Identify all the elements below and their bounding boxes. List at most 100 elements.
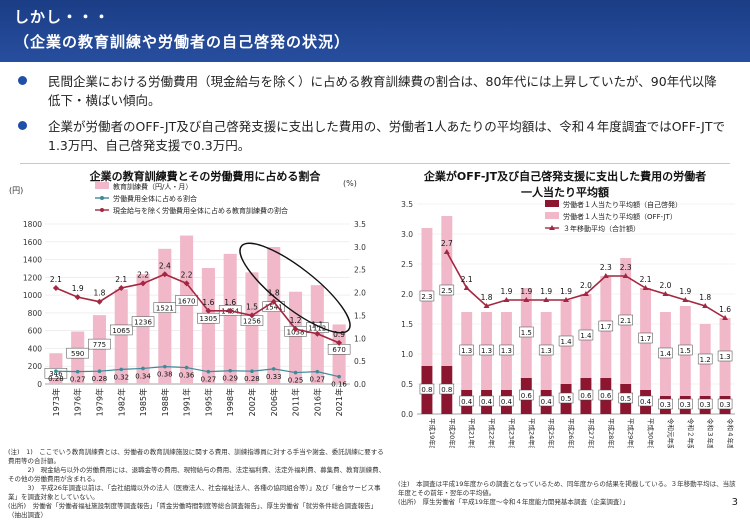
bar-value-box: [153, 302, 177, 313]
offjt-value-label: 2.1: [620, 317, 631, 325]
moving-average-point: [622, 273, 629, 278]
offjt-value-box: [578, 329, 594, 341]
self-value-box: [538, 395, 554, 407]
self-value-label: 0.4: [461, 398, 473, 406]
divider: [20, 163, 730, 164]
bar-value-box: [66, 347, 89, 359]
moving-average-point: [503, 297, 510, 302]
page-subtitle: （企業の教育訓練や労働者の自己啓発の状況）: [14, 33, 351, 51]
y-tick-label-left: 1800: [23, 220, 42, 229]
ratio-point: [140, 280, 147, 287]
rate-label: 0.16: [331, 381, 347, 389]
rate-point: [184, 365, 189, 370]
bar-value-label: 346: [49, 370, 63, 378]
offjt-value-box: [717, 350, 733, 362]
ratio-label: 1.6: [202, 298, 214, 307]
note-line: 2) 現金給与以外の労働費用には、退職金等の費用、現物給与の費用、法定福利費、法…: [8, 466, 386, 483]
ratio-label: 1.5: [246, 302, 258, 311]
bar: [92, 315, 106, 384]
legend-swatch: [545, 212, 559, 219]
bullet-dot-icon: [18, 76, 27, 85]
rate-label: 0.28: [244, 375, 260, 383]
rate-point: [293, 370, 298, 375]
moving-average-point: [642, 285, 649, 290]
moving-average-label: 2.1: [461, 275, 473, 284]
ratio-label: 2.2: [137, 270, 149, 279]
rate-point: [163, 364, 167, 369]
bullet-text: 企業が労働者のOFF-JT及び自己啓発支援に支出した費用の、労働者1人あたりの平…: [48, 119, 725, 153]
offjt-value-box: [697, 353, 713, 365]
ratio-label: 2.4: [159, 261, 171, 270]
y-tick-label-right: 0.0: [354, 380, 366, 389]
bar-value-label: 1112: [308, 325, 326, 333]
bar-value-box: [110, 324, 133, 336]
bullet-item: 民間企業における労働費用（現金給与を除く）に占める教育訓練費の割合は、80年代に…: [18, 72, 733, 112]
bar-value-label: 1521: [156, 305, 174, 313]
ratio-label: 0.9: [333, 330, 345, 339]
moving-average-point: [682, 297, 689, 302]
legend-label: 教育訓練費（円/人・月）: [113, 182, 192, 191]
moving-average-point: [722, 315, 729, 320]
bar: [289, 291, 303, 384]
offjt-value-label: 1.4: [580, 332, 592, 340]
rate-point: [54, 369, 58, 373]
bar-value-label: 1038: [287, 328, 305, 336]
offjt-value-label: 1.7: [600, 323, 611, 331]
self-value-label: 0.5: [560, 395, 571, 403]
legend-marker: [100, 208, 104, 212]
note-line: (出所) 労働省「労働者福祉施設制度等調査報告」「賃金労働時間制度等総合調査報告…: [8, 502, 378, 519]
self-value-box: [499, 395, 514, 407]
self-value-box: [558, 392, 574, 404]
rate-label: 0.28: [48, 375, 64, 383]
bar: [223, 253, 237, 384]
offjt-value-box: [459, 344, 474, 356]
offjt-value-label: 1.5: [521, 329, 532, 337]
x-tick-label: 1998年: [225, 388, 235, 416]
rate-point: [228, 368, 232, 373]
bar-value-label: 1670: [178, 297, 196, 305]
moving-average-point: [443, 249, 450, 254]
moving-average-label: 1.9: [500, 287, 512, 296]
note-line: 3) 平成26年調査以前は、「会社組織以外の法人（医療法人、社会福祉法人、各種の…: [8, 484, 381, 501]
rate-point: [75, 369, 80, 374]
bar: [158, 248, 172, 384]
series-line-rate: [55, 366, 340, 378]
legend-label: 労働者１人当たり平均額（OFF-JT）: [563, 212, 677, 221]
offjt-value-label: 1.2: [700, 356, 711, 364]
y-tick-label: 0.5: [401, 380, 413, 389]
x-tick-label: 2016年: [312, 388, 322, 416]
x-tick-label: 2021年: [334, 388, 344, 416]
self-value-box: [439, 383, 455, 395]
y-tick-label-left: 400: [28, 344, 43, 353]
x-tick-label: 1979年: [94, 388, 104, 416]
x-tick-label: 2011年: [291, 388, 301, 416]
x-tick-label: 令和４年度調査: [726, 418, 735, 448]
x-tick-label: 1985年: [138, 388, 148, 416]
note-line: (注) 本調査は平成19年度からの調査となっているため、同年度からの結果を掲載し…: [398, 480, 736, 497]
y-tick-label-right: 3.5: [354, 220, 366, 229]
offjt-value-label: 1.3: [541, 347, 552, 355]
x-tick-label: 1973年: [51, 388, 61, 416]
rate-label: 0.38: [157, 371, 173, 379]
bar-value-label: 590: [71, 350, 84, 358]
self-value-label: 0.4: [541, 398, 553, 406]
offjt-value-box: [678, 344, 693, 356]
legend-swatch: [545, 200, 559, 207]
moving-average-label: 1.9: [679, 287, 691, 296]
ratio-label: 2.1: [50, 275, 62, 284]
offjt-value-box: [519, 326, 534, 338]
page-title: しかし・・・: [14, 8, 111, 26]
self-value-box: [678, 398, 693, 410]
moving-average-label: 1.9: [520, 287, 532, 296]
x-tick-label: 平成23年度調査: [507, 418, 516, 448]
offjt-value-box: [638, 332, 653, 344]
legend-label: ３年移動平均（合計額）: [563, 224, 640, 233]
moving-average-point: [483, 303, 490, 308]
rate-label: 0.25: [288, 377, 304, 385]
y-tick-label: 2.0: [401, 290, 413, 299]
y-tick-label-right: 1.5: [354, 311, 366, 320]
bullet-dot-icon: [18, 121, 27, 130]
y-tick-label-left: 800: [28, 309, 43, 318]
y-tick-label-left: 1200: [23, 273, 42, 282]
bullet-text: 民間企業における労働費用（現金給与を除く）に占める教育訓練費の割合は、80年代に…: [48, 74, 717, 108]
